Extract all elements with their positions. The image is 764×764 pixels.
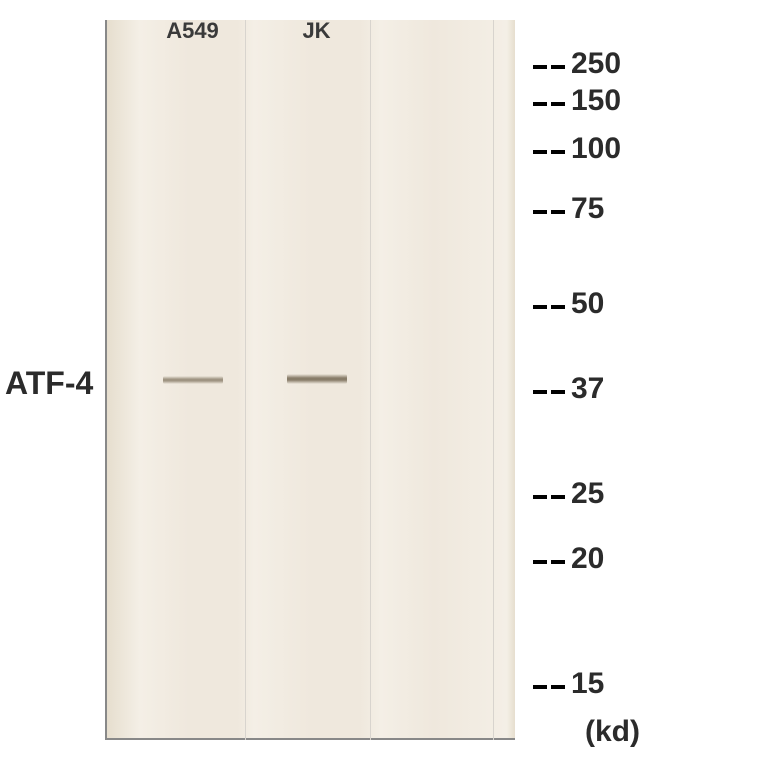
lane-separator [245,20,246,740]
lane-label: A549 [145,18,240,44]
marker-tick [551,495,565,499]
protein-band [287,374,347,384]
marker-label: 15 [571,667,604,701]
marker-tick [533,685,547,689]
marker-tick [551,102,565,106]
marker-tick [533,150,547,154]
marker-label: 20 [571,542,604,576]
marker-tick [533,305,547,309]
marker-tick [551,150,565,154]
lane-blank [393,20,488,740]
marker-tick [533,560,547,564]
marker-label: 75 [571,192,604,226]
marker-label: 150 [571,84,621,118]
marker-tick [533,65,547,69]
marker-label: 37 [571,372,604,406]
marker-label: 25 [571,477,604,511]
marker-tick [551,305,565,309]
protein-label: ATF-4 [5,365,93,402]
western-blot: A549 JK [105,20,515,740]
marker-tick [551,65,565,69]
protein-band [163,376,223,384]
marker-label: 250 [571,47,621,81]
marker-tick [533,210,547,214]
lane-jk: JK [269,20,364,740]
marker-label: 50 [571,287,604,321]
marker-tick [551,560,565,564]
lane-a549: A549 [145,20,240,740]
unit-label: (kd) [585,715,640,749]
lane-separator [370,20,371,740]
marker-tick [533,495,547,499]
marker-tick [551,210,565,214]
marker-label: 100 [571,132,621,166]
marker-tick [533,390,547,394]
marker-tick [551,390,565,394]
marker-tick [551,685,565,689]
marker-tick [533,102,547,106]
lane-label: JK [269,18,364,44]
lane-separator [493,20,494,740]
